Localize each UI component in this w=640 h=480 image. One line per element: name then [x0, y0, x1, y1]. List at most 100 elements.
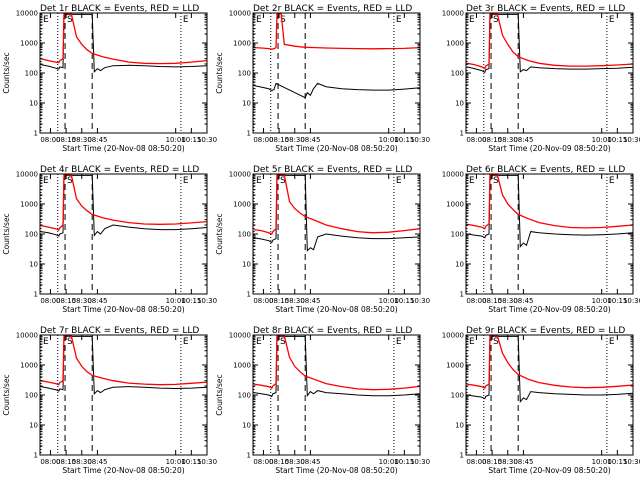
marker-label: S — [493, 176, 499, 186]
y-tick-label: 10000 — [442, 171, 464, 179]
y-tick-label: 10 — [29, 100, 38, 108]
panel-title: Det 1r BLACK = Events, RED = LLD — [40, 4, 199, 14]
marker-label: E — [43, 15, 49, 25]
marker-label: E — [256, 176, 262, 186]
marker-label: E — [256, 15, 262, 25]
marker-label: E — [396, 15, 402, 25]
y-tick-label: 1 — [34, 452, 38, 460]
x-tick-label: 10:30 — [410, 458, 430, 466]
marker-label: E — [43, 176, 49, 186]
marker-label: S — [493, 337, 499, 347]
x-tick-label: 10:30 — [197, 297, 217, 305]
x-tick-label: 08:30 — [72, 458, 92, 466]
y-tick-label: 1 — [460, 130, 464, 138]
x-tick-label: 08:45 — [513, 136, 533, 144]
marker-label: E — [469, 337, 475, 347]
x-tick-label: 10:15 — [607, 136, 627, 144]
series-line-events — [40, 174, 207, 237]
marker-label: S — [67, 15, 73, 25]
x-tick-label: 08:00 — [466, 297, 486, 305]
marker-label: E — [609, 176, 615, 186]
y-tick-label: 100 — [25, 231, 38, 239]
y-tick-label: 10 — [242, 261, 251, 269]
x-tick-label: 08:30 — [285, 297, 305, 305]
marker-label: E — [256, 337, 262, 347]
y-tick-label: 1 — [34, 130, 38, 138]
x-tick-label: 08:45 — [300, 458, 320, 466]
series-line-lld — [40, 335, 207, 386]
marker-label: E — [183, 337, 189, 347]
x-tick-label: 08:45 — [87, 297, 107, 305]
panel-title: Det 3r BLACK = Events, RED = LLD — [466, 4, 625, 14]
panel-title: Det 7r BLACK = Events, RED = LLD — [40, 326, 199, 336]
y-axis-label: Counts/sec — [215, 52, 224, 93]
x-tick-label: 10:00 — [592, 136, 612, 144]
y-tick-label: 100 — [238, 70, 251, 78]
y-tick-label: 1000 — [20, 362, 38, 370]
series-line-lld — [466, 335, 633, 389]
x-tick-label: 08:15 — [482, 297, 502, 305]
x-tick-label: 10:30 — [410, 136, 430, 144]
x-tick-label: 10:00 — [379, 297, 399, 305]
series-line-lld — [253, 13, 420, 50]
x-tick-label: 08:15 — [482, 458, 502, 466]
panel-title: Det 8r BLACK = Events, RED = LLD — [253, 326, 412, 336]
x-tick-label: 08:00 — [40, 458, 60, 466]
x-tick-label: 08:15 — [56, 458, 76, 466]
x-tick-label: 10:30 — [623, 458, 640, 466]
x-tick-label: 10:00 — [379, 458, 399, 466]
x-tick-label: 08:15 — [269, 458, 289, 466]
x-tick-label: 10:15 — [181, 297, 201, 305]
x-tick-label: 10:30 — [197, 136, 217, 144]
x-tick-label: 10:00 — [592, 458, 612, 466]
series-line-events — [253, 335, 420, 398]
x-tick-label: 08:00 — [40, 297, 60, 305]
y-tick-label: 100 — [238, 392, 251, 400]
x-tick-label: 10:30 — [623, 136, 640, 144]
series-line-events — [466, 13, 633, 74]
x-tick-label: 10:15 — [607, 458, 627, 466]
x-tick-label: 08:30 — [498, 136, 518, 144]
y-tick-label: 10000 — [16, 171, 38, 179]
marker-label: E — [396, 337, 402, 347]
series-line-events — [40, 13, 207, 73]
x-tick-label: 08:30 — [498, 297, 518, 305]
x-tick-label: 10:15 — [394, 297, 414, 305]
y-tick-label: 10000 — [442, 10, 464, 18]
y-tick-label: 10 — [29, 422, 38, 430]
marker-label: S — [67, 176, 73, 186]
x-tick-label: 08:30 — [498, 458, 518, 466]
panel-title: Det 2r BLACK = Events, RED = LLD — [253, 4, 412, 14]
marker-label: E — [183, 176, 189, 186]
x-tick-label: 10:30 — [410, 297, 430, 305]
y-axis-label: Counts/sec — [215, 213, 224, 254]
x-tick-label: 08:45 — [513, 458, 533, 466]
x-tick-label: 08:45 — [300, 297, 320, 305]
x-tick-label: 08:30 — [285, 458, 305, 466]
y-tick-label: 1000 — [233, 40, 251, 48]
y-tick-label: 10000 — [16, 332, 38, 340]
y-tick-label: 100 — [25, 70, 38, 78]
y-tick-label: 10 — [455, 261, 464, 269]
y-tick-label: 1000 — [446, 201, 464, 209]
marker-label: E — [43, 337, 49, 347]
y-tick-label: 10000 — [442, 332, 464, 340]
y-tick-label: 1 — [247, 452, 251, 460]
x-tick-label: 08:45 — [300, 136, 320, 144]
x-tick-label: 08:00 — [40, 136, 60, 144]
x-tick-label: 10:15 — [607, 297, 627, 305]
x-tick-label: 10:15 — [181, 136, 201, 144]
marker-label: E — [609, 337, 615, 347]
panel-title: Det 9r BLACK = Events, RED = LLD — [466, 326, 625, 336]
y-tick-label: 100 — [451, 392, 464, 400]
marker-label: E — [609, 15, 615, 25]
y-tick-label: 100 — [451, 70, 464, 78]
x-tick-label: 10:15 — [394, 136, 414, 144]
